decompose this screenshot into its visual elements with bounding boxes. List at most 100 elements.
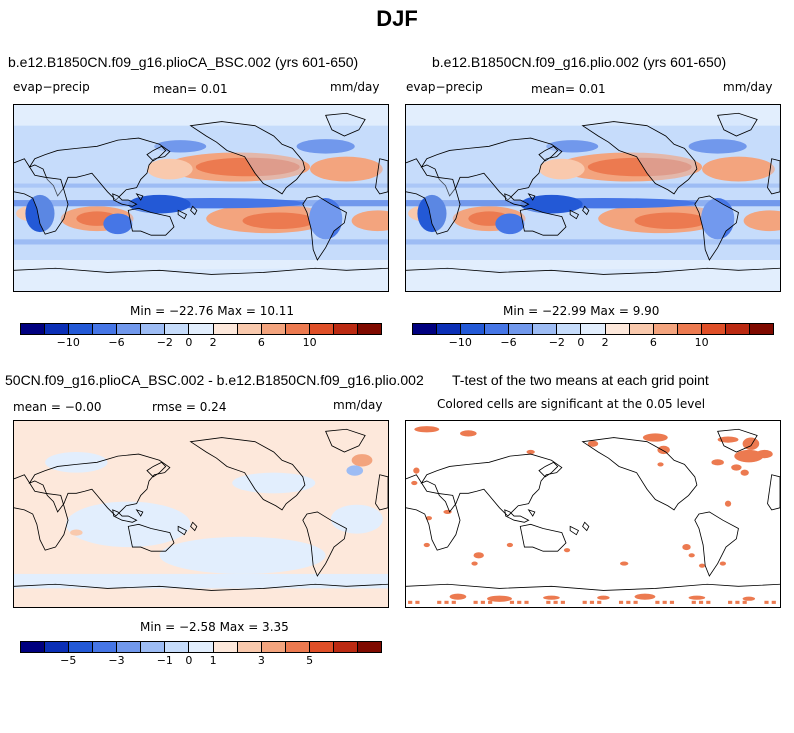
map-shape [14, 583, 388, 591]
colorbar-swatch [413, 324, 438, 334]
map-cell [406, 105, 780, 126]
map-cell [509, 600, 515, 604]
colorbar-swatch [285, 324, 310, 334]
map-blob [587, 440, 599, 447]
colorbar-swatch [93, 642, 118, 652]
map-blob [417, 194, 447, 233]
map-shape [190, 521, 198, 532]
map-blob [495, 213, 525, 235]
colorbar-swatch [117, 642, 142, 652]
map-blob [719, 561, 726, 566]
map-cell [742, 600, 747, 604]
map-blob [351, 454, 373, 467]
map-shape [406, 474, 461, 551]
map-blob [597, 595, 610, 600]
map-cell [14, 183, 388, 188]
map-blob [414, 426, 440, 433]
colorbar-swatch [437, 324, 462, 334]
map-blob [657, 462, 664, 467]
map-blob [734, 449, 764, 463]
map-cell [698, 600, 704, 604]
map-blob [471, 561, 478, 566]
map-shape [717, 112, 758, 137]
map-shape [527, 509, 536, 517]
colorbar-swatch [677, 324, 702, 334]
map-cell [771, 600, 776, 604]
map-cell [406, 239, 780, 245]
panel-4-significance-note: Colored cells are significant at the 0.0… [437, 397, 706, 411]
map-shape [14, 474, 69, 551]
map-shape [581, 121, 698, 195]
colorbar-swatch [213, 324, 238, 334]
map-shape [177, 209, 188, 220]
colorbar-tick-label: −10 [448, 336, 472, 349]
colorbar-tick-label: 6 [649, 336, 657, 349]
map-cell [589, 600, 595, 604]
map-shape [28, 137, 171, 201]
map-blob [756, 449, 773, 459]
colorbar-swatch [141, 642, 166, 652]
colorbar-swatch [333, 642, 358, 652]
map-cell [691, 600, 696, 604]
map-cell [560, 600, 565, 604]
colorbar-swatch [309, 324, 334, 334]
map-blob [506, 542, 514, 548]
figure-title: DJF [376, 6, 418, 31]
panel-1-map [13, 104, 389, 292]
colorbar-swatch [261, 324, 286, 334]
colorbar-tick-label: −1 [156, 654, 173, 667]
map-blob [346, 465, 364, 476]
map-cell [14, 105, 388, 126]
colorbar-tick-label: 2 [209, 336, 217, 349]
map-blob [25, 194, 55, 233]
colorbar-tick-label: 10 [694, 336, 709, 349]
map-cell [764, 600, 769, 604]
panel-4-map-graphic [406, 421, 780, 607]
map-shape [302, 195, 347, 261]
colorbar-swatch [333, 324, 358, 334]
map-shape [190, 205, 198, 216]
map-shape [375, 474, 388, 511]
colorbar-tick-label: 1 [209, 654, 217, 667]
colorbar-swatch [237, 642, 262, 652]
panel-2-map [405, 104, 781, 292]
map-blob [413, 467, 420, 474]
colorbar-tick-label: 3 [257, 654, 265, 667]
colorbar-swatch [461, 324, 486, 334]
colorbar-swatch [237, 324, 262, 334]
map-blob [103, 213, 133, 235]
map-blob [682, 543, 691, 551]
colorbar-tick-label: −3 [108, 654, 125, 667]
map-cell [618, 600, 624, 604]
map-cell [408, 600, 413, 604]
colorbar-swatch [45, 324, 70, 334]
map-blob [711, 459, 724, 466]
map-shape [406, 158, 461, 235]
map-cell [488, 600, 493, 604]
colorbar-tick-label: 0 [185, 654, 193, 667]
map-blob [543, 595, 560, 600]
map-blob [742, 437, 760, 450]
map-blob [702, 156, 775, 182]
map-cell [728, 600, 733, 604]
map-cell [655, 600, 660, 604]
map-cell [669, 600, 675, 604]
map-blob [526, 449, 535, 455]
colorbar-swatch [701, 324, 726, 334]
map-blob [657, 445, 670, 455]
map-blob [146, 158, 193, 180]
map-shape [189, 437, 306, 511]
map-cell [633, 600, 638, 604]
map-shape [189, 121, 306, 195]
colorbar-tick-label: 5 [306, 654, 314, 667]
map-blob [45, 452, 108, 473]
map-cell [582, 600, 587, 604]
colorbar-swatch [653, 324, 678, 334]
panel-2-mean-label: mean= 0.01 [531, 82, 606, 96]
colorbar-swatch [165, 324, 190, 334]
map-cell [473, 600, 478, 604]
panel-3-map [13, 420, 389, 608]
map-cell [406, 421, 780, 607]
panel-3-colorbar [20, 641, 382, 653]
map-shape [146, 461, 167, 478]
